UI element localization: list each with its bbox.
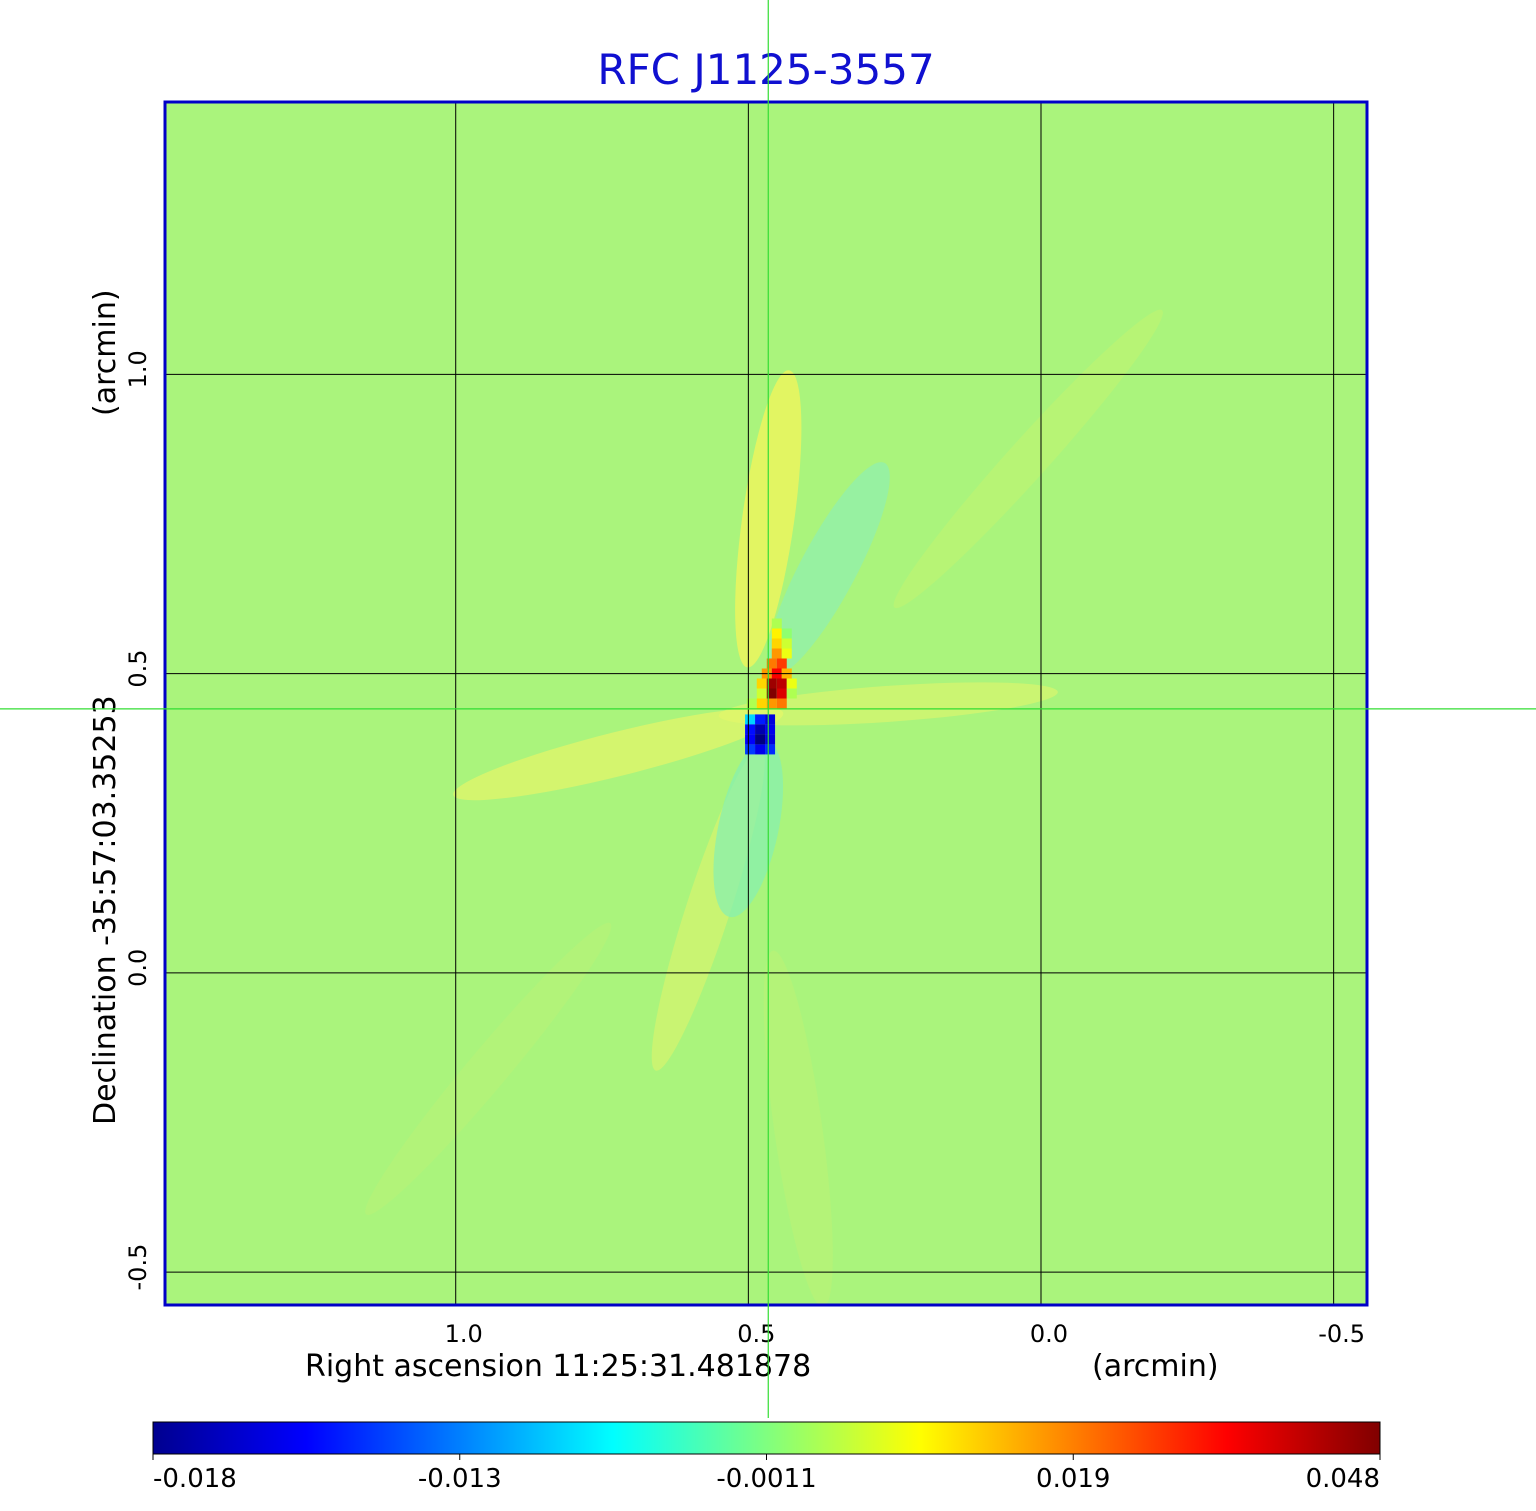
source-pixel: [755, 734, 766, 745]
y-axis-unit: (arcmin): [88, 289, 123, 416]
source-pixel: [776, 658, 787, 669]
colorbar-gradient: [152, 1421, 1381, 1455]
source-pixel: [766, 678, 777, 689]
x-axis-label: Right ascension 11:25:31.481878: [305, 1349, 811, 1384]
colorbar-tick-label: 0.019: [1036, 1464, 1110, 1494]
faint-ridge-south: [763, 950, 833, 1305]
faint-ridge-southwest: [365, 922, 612, 1216]
source-pixel: [745, 724, 756, 735]
source-pixel: [765, 724, 776, 735]
source-pixel: [755, 714, 766, 725]
source-pixel: [746, 698, 757, 709]
crosshair: [0, 0, 1536, 1418]
source-pixel: [766, 658, 777, 669]
source-pixel: [786, 688, 797, 699]
x-tick-labels: 1.0 0.5 0.0 -0.5: [445, 1320, 1365, 1348]
colorbar-tick-label: -0.018: [153, 1464, 237, 1494]
source-pixel: [786, 678, 797, 689]
source-pixel: [755, 744, 766, 755]
y-tick-label: 0.0: [124, 949, 152, 987]
source-pixel: [765, 734, 776, 745]
source-pixel: [771, 628, 782, 639]
source-pixel: [776, 688, 787, 699]
source-pixel: [755, 724, 766, 735]
source-pixel: [745, 714, 756, 725]
sidelobe-east: [718, 682, 1058, 726]
colorbar-tick-label: 0.048: [1306, 1464, 1380, 1494]
source-pixel: [745, 734, 756, 745]
colorbar-ticks: -0.018 -0.013 -0.0011 0.019 0.048: [152, 1454, 1381, 1494]
colorbar: -0.018 -0.013 -0.0011 0.019 0.048: [152, 1421, 1381, 1494]
plot-area: [166, 102, 1367, 1305]
x-axis-unit: (arcmin): [1092, 1349, 1219, 1384]
source-pixel: [771, 618, 782, 629]
source-pixel: [766, 698, 777, 709]
y-tick-label: 0.5: [124, 649, 152, 687]
source-pixel: [781, 638, 792, 649]
source-pixel: [756, 698, 767, 709]
source-pixel: [745, 744, 756, 755]
y-tick-label: 1.0: [124, 350, 152, 388]
source-pixel: [771, 648, 782, 659]
source-pixel: [765, 744, 776, 755]
emission-features: [365, 309, 1163, 1305]
source-pixel: [776, 678, 787, 689]
source-pixel: [756, 688, 767, 699]
x-tick-label: 0.5: [737, 1320, 775, 1348]
sidelobe-west: [453, 707, 784, 801]
y-tick-labels: 1.0 0.5 0.0 -0.5: [124, 350, 152, 1290]
x-tick-label: -0.5: [1318, 1320, 1365, 1348]
y-axis-label: Declination -35:57:03.35253: [88, 695, 123, 1125]
x-tick-label: 0.0: [1030, 1320, 1068, 1348]
source-pixel: [765, 714, 776, 725]
source-pixel: [766, 688, 777, 699]
colorbar-tick-label: -0.0011: [716, 1464, 816, 1494]
x-tick-label: 1.0: [445, 1320, 483, 1348]
faint-ridge-northeast: [893, 309, 1163, 609]
colorbar-tick-label: -0.013: [418, 1464, 502, 1494]
source-pixel: [771, 638, 782, 649]
y-tick-label: -0.5: [124, 1244, 152, 1291]
source-pixel: [756, 678, 767, 689]
source-pixel: [781, 628, 792, 639]
coordinate-grid: [166, 102, 1367, 1305]
source-pixel: [776, 698, 787, 709]
chart-title: RFC J1125-3557: [597, 45, 934, 94]
plot-frame: [163, 100, 1369, 1307]
sidelobe-cyan-north: [766, 462, 890, 676]
source-pixel: [781, 648, 792, 659]
